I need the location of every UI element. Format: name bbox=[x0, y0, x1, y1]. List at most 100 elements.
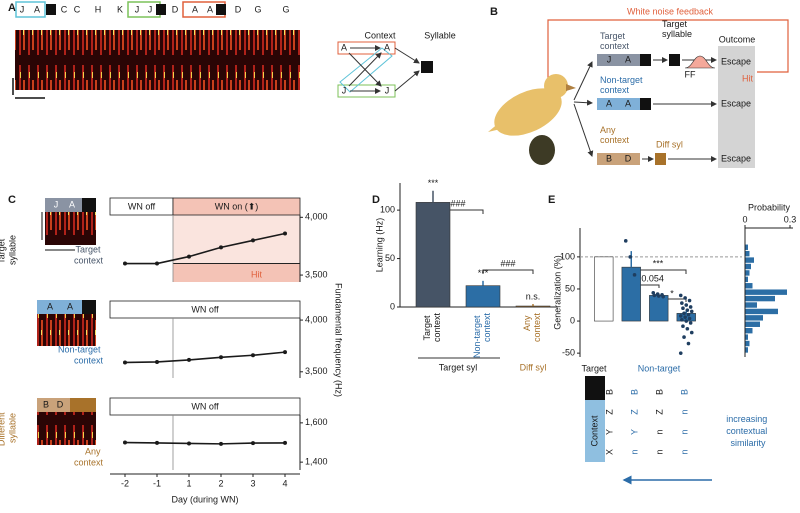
outcome: Escape bbox=[721, 98, 751, 108]
y-tick-label: 100 bbox=[380, 205, 395, 215]
hit-label: Hit bbox=[251, 269, 262, 279]
x-tick-label: -1 bbox=[153, 478, 161, 488]
hit-region bbox=[173, 263, 300, 282]
y-axis-label: Generalization (%) bbox=[552, 255, 562, 330]
context-letter: Z bbox=[654, 409, 664, 415]
syllable-label: G bbox=[282, 4, 289, 14]
context-letter: B bbox=[654, 389, 664, 395]
panel-d: ### ### Target syl Diff syl bbox=[418, 198, 546, 372]
context-label: Target context bbox=[74, 245, 104, 266]
context-letter: n bbox=[679, 449, 689, 454]
panel-a: Context Syllable A A J J bbox=[12, 1, 456, 99]
histogram-bar bbox=[745, 295, 775, 302]
y-tick-label: -50 bbox=[562, 348, 575, 358]
thumb-header bbox=[70, 398, 96, 412]
sequence-syllable: A bbox=[625, 98, 631, 108]
data-point bbox=[656, 294, 661, 298]
context-letter: Z bbox=[629, 409, 639, 415]
thumb-syllable: A bbox=[47, 301, 53, 311]
outcome-title: Outcome bbox=[719, 34, 756, 44]
syllable-label: D bbox=[235, 4, 242, 14]
mean-point bbox=[155, 440, 159, 445]
mean-point bbox=[155, 359, 159, 364]
context-letter: B bbox=[629, 389, 639, 395]
syllable-node bbox=[421, 61, 433, 73]
data-point bbox=[681, 306, 685, 311]
bird-head bbox=[544, 74, 568, 98]
mean-point bbox=[251, 238, 255, 243]
data-point bbox=[681, 324, 685, 328]
context-box bbox=[339, 47, 393, 93]
syllable-label: C bbox=[61, 4, 68, 14]
mean-point bbox=[187, 357, 191, 362]
outcome: Escape bbox=[721, 56, 751, 66]
data-point bbox=[688, 305, 693, 309]
syllable-label: K bbox=[117, 4, 123, 14]
histogram-bar bbox=[745, 270, 750, 276]
x-axis-label: Day (during WN) bbox=[171, 494, 238, 504]
different-syllable bbox=[655, 153, 666, 165]
context-letter: n bbox=[679, 429, 689, 434]
data-point bbox=[652, 293, 657, 298]
histogram-bar bbox=[745, 315, 763, 321]
sequence-box bbox=[597, 98, 640, 110]
y-tick-label: 50 bbox=[385, 253, 395, 263]
data-point bbox=[689, 330, 694, 335]
sequence-syllable: A bbox=[606, 98, 612, 108]
x-tick-label: -2 bbox=[121, 478, 129, 488]
y-tick-label: 4,000 bbox=[305, 314, 328, 324]
x-tick-label: Any context bbox=[522, 313, 542, 343]
bar bbox=[621, 266, 641, 322]
phase-header bbox=[109, 300, 301, 319]
mean-point bbox=[187, 441, 191, 446]
thumb-header bbox=[82, 198, 96, 212]
context-label: Non-target context bbox=[58, 345, 104, 366]
bird-tail bbox=[488, 122, 505, 132]
mean-line bbox=[124, 351, 286, 364]
data-point bbox=[678, 293, 683, 298]
syllable-label: C bbox=[74, 4, 81, 14]
histogram-bar bbox=[745, 334, 748, 340]
ff-distribution bbox=[684, 55, 716, 69]
sequence-box bbox=[597, 54, 640, 66]
sequence-syllable: J bbox=[607, 54, 612, 64]
target-syllable bbox=[216, 4, 226, 15]
histogram-bar bbox=[745, 257, 754, 263]
data-point bbox=[628, 255, 632, 259]
comparison-label: *** bbox=[653, 258, 664, 268]
syllable-label: A bbox=[207, 4, 213, 14]
sequence-syllable: B bbox=[606, 153, 612, 163]
y-axis-label: Fundamental frequency (Hz) bbox=[334, 283, 344, 397]
feedback-label: White noise feedback bbox=[627, 6, 714, 16]
data-point bbox=[685, 326, 690, 331]
bar bbox=[594, 256, 614, 322]
phase-label: WN off bbox=[191, 401, 219, 411]
syllable-label: D bbox=[172, 4, 179, 14]
histogram-bar bbox=[745, 302, 757, 308]
context-node: J bbox=[342, 85, 347, 95]
target-syllable bbox=[46, 4, 56, 15]
y-tick-label: 1,400 bbox=[305, 457, 328, 467]
data-point bbox=[680, 301, 684, 305]
significance: *** bbox=[478, 268, 489, 278]
thumb-header bbox=[45, 198, 82, 212]
histogram-bar bbox=[745, 244, 748, 250]
row-title: Target syllable bbox=[0, 235, 18, 265]
panel-c: Target syllable Different syllable J A A… bbox=[0, 198, 344, 468]
histogram-bar bbox=[745, 347, 748, 353]
histogram-bar bbox=[745, 289, 787, 295]
target-syllable bbox=[585, 376, 605, 400]
arrow bbox=[394, 47, 420, 64]
group-label: Target bbox=[581, 363, 607, 373]
phase-header bbox=[172, 197, 301, 216]
context-cell bbox=[585, 400, 605, 462]
context-label: Target context bbox=[600, 31, 630, 51]
thumb-syllable: J bbox=[54, 199, 59, 209]
hit-label: Hit bbox=[742, 73, 753, 83]
context-letter: n bbox=[629, 449, 639, 454]
context-box bbox=[127, 1, 161, 18]
target-syllable bbox=[640, 54, 651, 66]
data-point bbox=[682, 311, 686, 316]
thumb-syllable: B bbox=[43, 399, 49, 409]
